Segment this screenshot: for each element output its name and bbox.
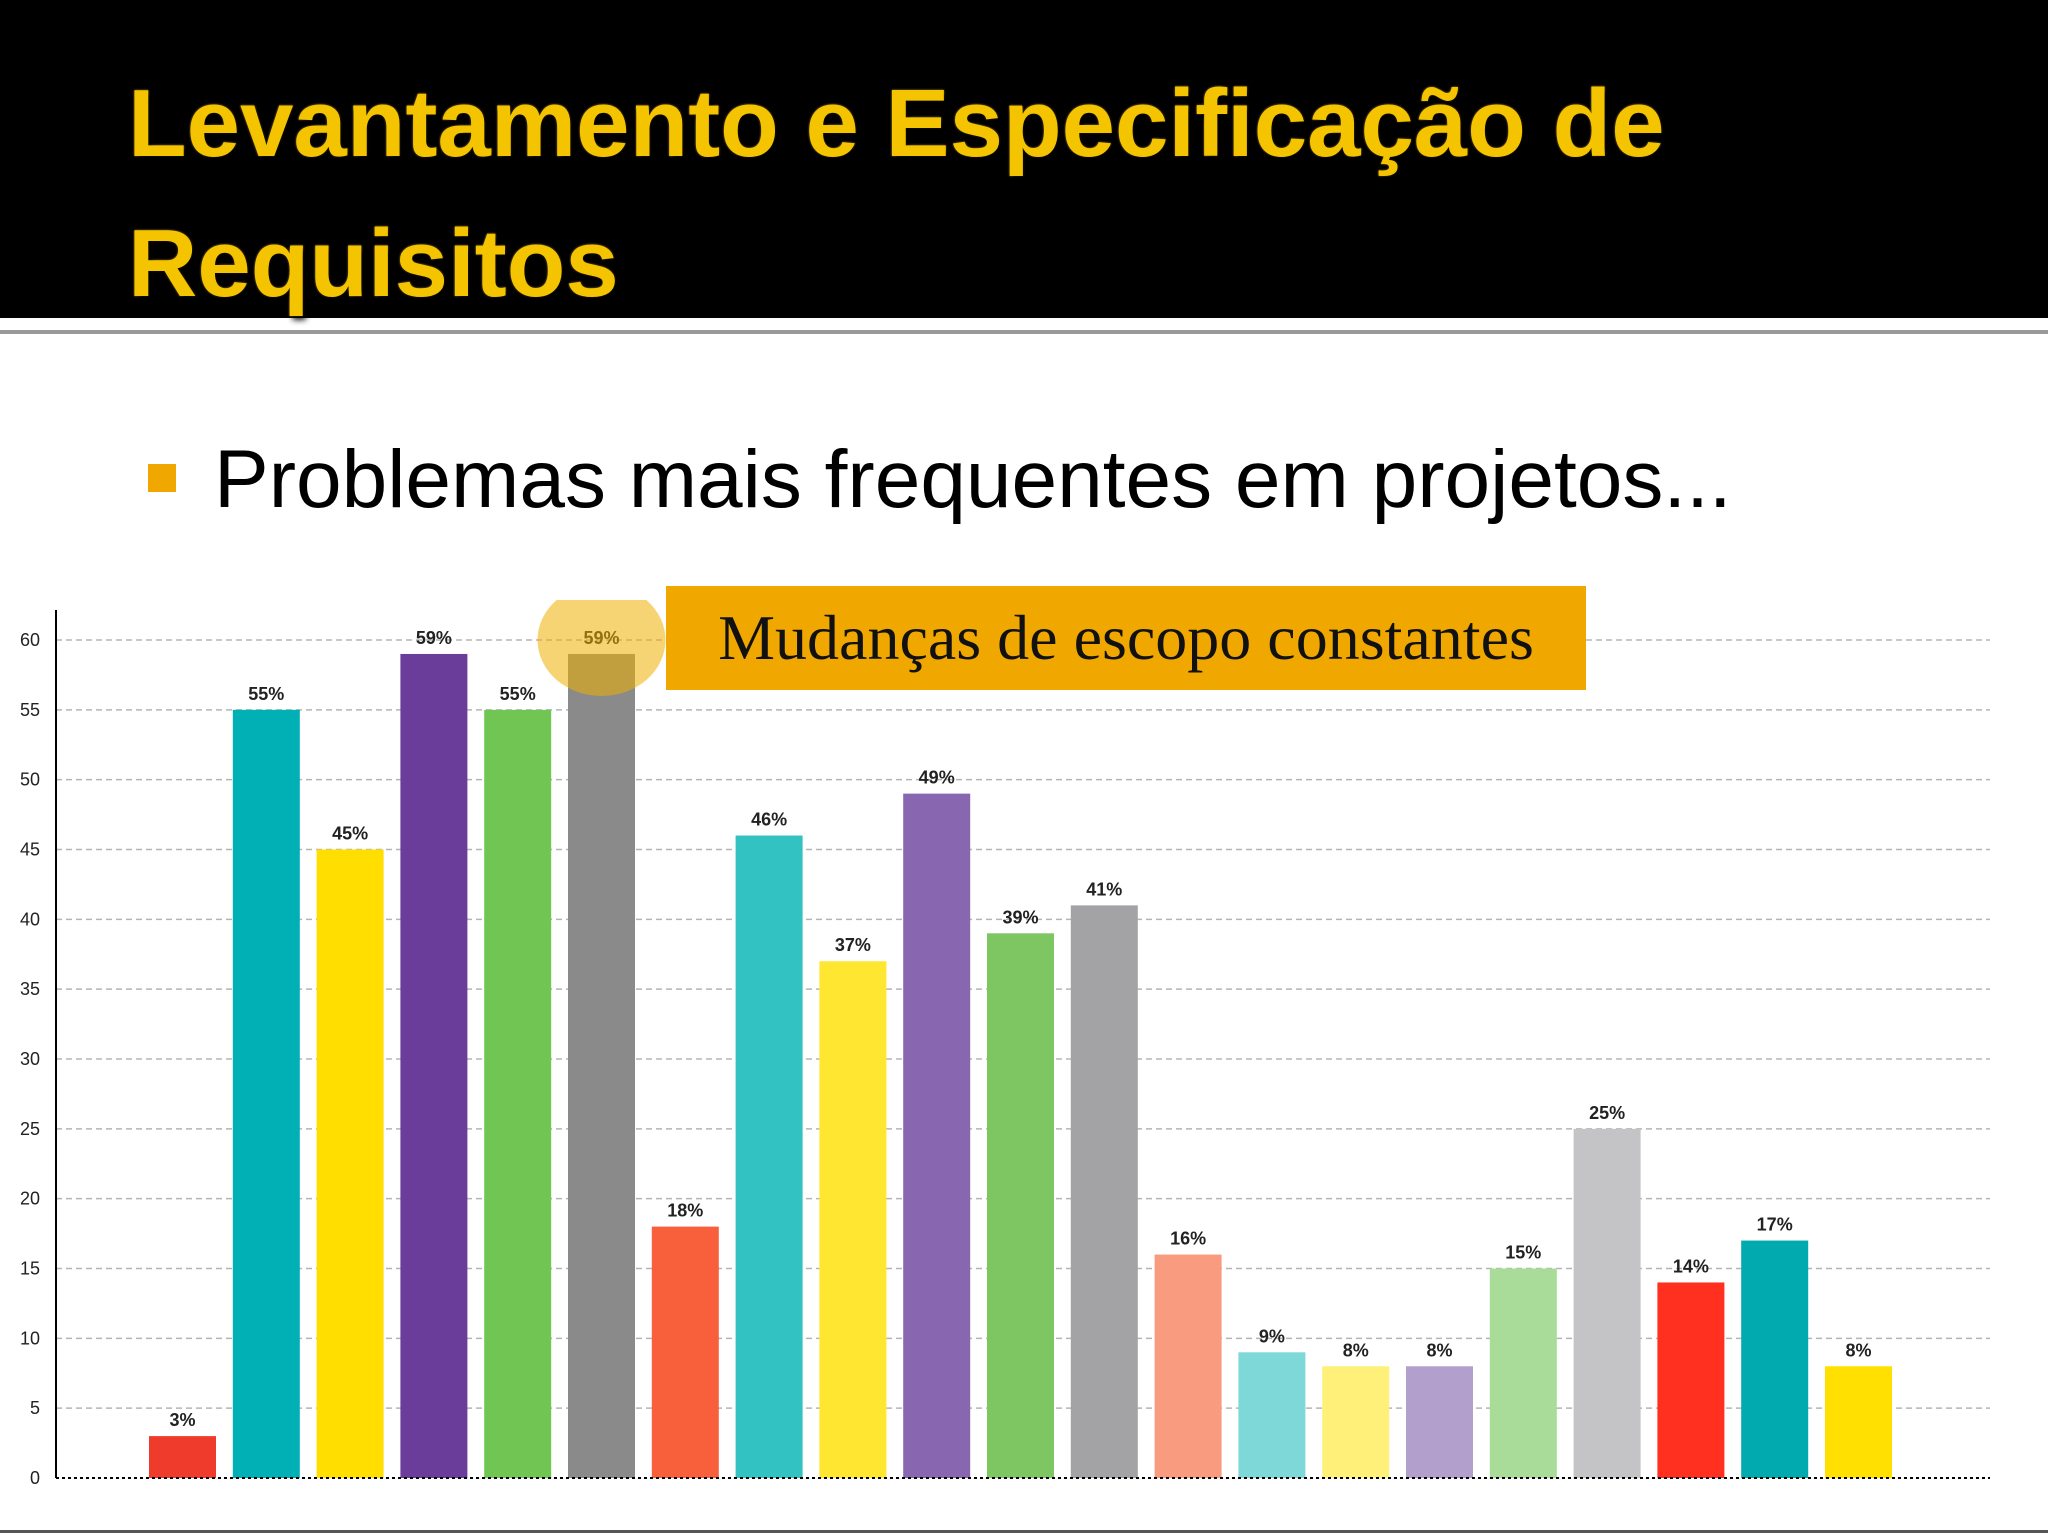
bar-data-label: 15% xyxy=(1505,1243,1541,1263)
bar xyxy=(316,849,384,1478)
bar xyxy=(735,835,803,1478)
bar xyxy=(819,961,887,1478)
y-tick-label: 30 xyxy=(20,1049,40,1069)
y-tick-label: 0 xyxy=(30,1468,40,1488)
bullet-text: Problemas mais frequentes em projetos... xyxy=(214,434,1732,525)
bar-data-label: 9% xyxy=(1259,1326,1285,1346)
callout-text: Mudanças de escopo constantes xyxy=(718,602,1534,673)
y-tick-label: 35 xyxy=(20,979,40,999)
bar-data-label: 49% xyxy=(919,768,955,788)
bar xyxy=(1741,1240,1809,1478)
bar-labels: 3%55%45%59%55%59%18%46%37%49%39%41%16%9%… xyxy=(169,600,1872,1430)
y-tick-label: 5 xyxy=(30,1398,40,1418)
bar xyxy=(651,1226,719,1478)
y-tick-label: 45 xyxy=(20,840,40,860)
bar-data-label: 8% xyxy=(1426,1340,1452,1360)
y-tick-label: 55 xyxy=(20,700,40,720)
bar xyxy=(149,1436,216,1478)
bar xyxy=(1406,1366,1473,1478)
y-tick-label: 40 xyxy=(20,909,40,929)
bar xyxy=(232,709,300,1478)
y-tick-label: 50 xyxy=(20,770,40,790)
highlight-circle xyxy=(537,600,666,696)
bar xyxy=(1070,905,1138,1478)
bar-data-label: 16% xyxy=(1170,1229,1206,1249)
square-bullet-icon xyxy=(148,464,176,492)
bar-data-label: 37% xyxy=(835,935,871,955)
y-tick-label: 60 xyxy=(20,630,40,650)
bar-data-label: 59% xyxy=(416,628,452,648)
bar xyxy=(568,653,635,1478)
bar xyxy=(987,933,1054,1478)
bar xyxy=(1657,1282,1725,1478)
bar xyxy=(1322,1366,1390,1478)
title-divider xyxy=(0,330,2048,334)
bars xyxy=(149,653,1892,1478)
bar-data-label: 46% xyxy=(751,810,787,830)
bottom-divider xyxy=(0,1530,2048,1533)
bar-data-label: 55% xyxy=(248,684,284,704)
bar-data-label: 14% xyxy=(1673,1256,1709,1276)
bar-data-label: 3% xyxy=(169,1410,195,1430)
bar xyxy=(1489,1268,1557,1478)
y-tick-label: 15 xyxy=(20,1259,40,1279)
bar-data-label: 17% xyxy=(1757,1215,1793,1235)
bar-data-label: 8% xyxy=(1343,1340,1369,1360)
bar xyxy=(484,709,552,1478)
y-tick-label: 20 xyxy=(20,1189,40,1209)
bar-data-label: 41% xyxy=(1086,879,1122,899)
bar xyxy=(1238,1352,1306,1478)
bar xyxy=(400,653,468,1478)
bar xyxy=(1573,1128,1641,1478)
bar-data-label: 8% xyxy=(1845,1340,1871,1360)
y-axis-ticks: 0 5 10 15 20 25 30 35 40 45 50 55 60 xyxy=(20,630,40,1488)
bar xyxy=(1154,1254,1222,1478)
bar xyxy=(903,793,971,1478)
bar-data-label: 55% xyxy=(500,684,536,704)
bar-data-label: 25% xyxy=(1589,1103,1625,1123)
y-tick-label: 25 xyxy=(20,1119,40,1139)
slide-title: Levantamento e Especificação de Requisit… xyxy=(128,70,1665,317)
bar-data-label: 18% xyxy=(667,1201,703,1221)
title-band: Levantamento e Especificação de Requisit… xyxy=(0,0,2048,318)
bar-chart: 3%55%45%59%55%59%18%46%37%49%39%41%16%9%… xyxy=(20,600,1990,1488)
bar xyxy=(1825,1366,1892,1478)
y-tick-label: 10 xyxy=(20,1328,40,1348)
bar-data-label: 45% xyxy=(332,824,368,844)
bar-data-label: 39% xyxy=(1002,907,1038,927)
callout-box: Mudanças de escopo constantes xyxy=(666,586,1586,690)
